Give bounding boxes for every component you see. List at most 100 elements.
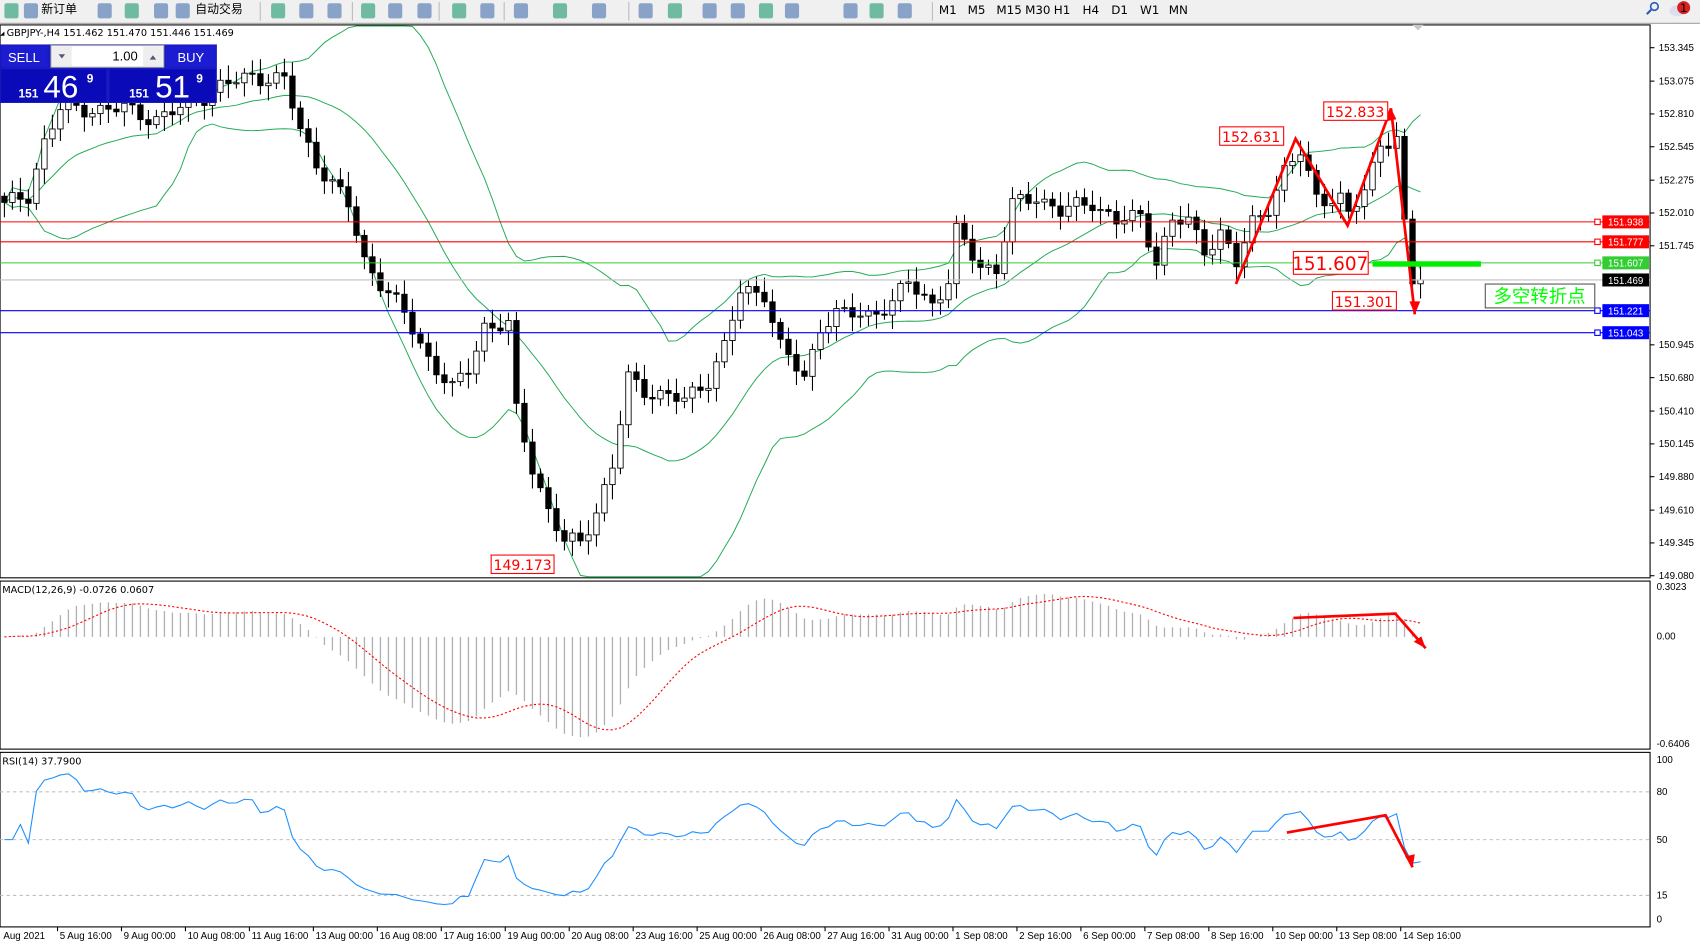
zigzag-arrow[interactable]: [1234, 107, 1417, 315]
arrows-icon[interactable]: [897, 3, 912, 19]
candle: [529, 428, 536, 489]
search-icon[interactable]: [1646, 1, 1660, 15]
candle: [329, 175, 336, 194]
label-151301[interactable]: 151.301: [1335, 295, 1393, 311]
time-axis-label: Aug 2021: [3, 931, 45, 941]
candle: [593, 503, 600, 547]
hline-handle[interactable]: [1594, 218, 1601, 226]
candle: [1169, 212, 1176, 247]
trendline-icon[interactable]: [730, 3, 745, 19]
support-zone-bar[interactable]: [1372, 261, 1481, 267]
candle: [617, 410, 624, 475]
time-axis-label: 1 Sep 08:00: [955, 931, 1008, 941]
label-152631[interactable]: 152.631: [1222, 130, 1280, 146]
candle: [1041, 189, 1048, 210]
periods-icon[interactable]: [513, 3, 529, 19]
price-tag-bg: [1602, 304, 1649, 318]
lot-size-value[interactable]: 1.00: [112, 49, 137, 64]
macd-arrow[interactable]: [1293, 612, 1427, 650]
label-151607[interactable]: 151.607: [1292, 254, 1368, 275]
crosshair-icon[interactable]: [638, 3, 653, 19]
hline-handle[interactable]: [1594, 307, 1601, 314]
sell-button[interactable]: [1, 45, 48, 68]
time-axis-label: 20 Aug 08:00: [571, 931, 629, 941]
macd-axis-tick: 0.00: [1657, 632, 1677, 643]
candle: [737, 279, 744, 329]
timeframe-M15[interactable]: M15: [996, 3, 1021, 17]
indicators-icon[interactable]: [480, 3, 495, 19]
timeframe-H4[interactable]: H4: [1083, 3, 1100, 17]
timeframe-M5[interactable]: M5: [968, 3, 986, 17]
time-axis-label: 5 Aug 16:00: [60, 931, 113, 941]
main-chart-pane[interactable]: [0, 24, 1651, 579]
zoom-in-icon[interactable]: [327, 3, 342, 19]
candle: [33, 162, 40, 210]
turning-point-note[interactable]: 多空转折点: [1493, 286, 1585, 307]
chart-shift-marker[interactable]: [1412, 24, 1424, 31]
vertical-line-icon[interactable]: [667, 3, 682, 19]
rsi-axis-tick: 80: [1657, 787, 1668, 798]
new-order-label[interactable]: 新订单: [41, 2, 77, 16]
lot-size-input[interactable]: [50, 44, 165, 68]
candle: [25, 189, 32, 217]
price-axis-tick: 150.945: [1659, 340, 1695, 351]
timeframe-MN[interactable]: MN: [1169, 3, 1188, 17]
text-icon[interactable]: [843, 3, 858, 19]
hline-handle[interactable]: [1594, 238, 1601, 246]
auto-trading-label[interactable]: 自动交易: [195, 2, 243, 16]
auto-trading-icon[interactable]: [154, 3, 169, 19]
buy-button[interactable]: [165, 45, 216, 68]
timeframe-W1[interactable]: W1: [1140, 3, 1159, 17]
candle: [681, 386, 688, 409]
zoom-out-icon[interactable]: [361, 3, 376, 19]
timeframe-H1[interactable]: H1: [1054, 3, 1071, 17]
price-axis-tick: 153.075: [1659, 76, 1695, 87]
bid-price-button[interactable]: [1, 69, 107, 102]
time-axis-label: 10 Sep 00:00: [1275, 931, 1334, 941]
cursor-icon[interactable]: [591, 3, 607, 19]
price-tag-bg: [1602, 326, 1649, 340]
buy-label[interactable]: BUY: [177, 50, 204, 65]
rsi-axis-tick: 100: [1657, 755, 1674, 766]
rsi-axis-tick: 15: [1657, 891, 1668, 902]
ask-main: 51: [155, 70, 190, 105]
label-149173[interactable]: 149.173: [493, 558, 551, 574]
candle: [217, 69, 224, 102]
market-watch-icon[interactable]: [97, 3, 112, 19]
timeframe-D1[interactable]: D1: [1111, 3, 1128, 17]
sell-label[interactable]: SELL: [8, 50, 40, 65]
fibonacci-icon[interactable]: [784, 3, 800, 19]
line-chart-icon[interactable]: [299, 3, 314, 19]
channel-icon[interactable]: [758, 3, 774, 19]
chat-icon[interactable]: 1: [1669, 1, 1691, 17]
label-152833[interactable]: 152.833: [1326, 105, 1384, 121]
bar-chart-icon[interactable]: [175, 3, 190, 19]
timeframe-M1[interactable]: M1: [939, 3, 957, 17]
chart-shift-icon[interactable]: [452, 3, 467, 19]
candle: [1089, 190, 1096, 223]
candle: [537, 468, 544, 493]
macd-pane[interactable]: [0, 580, 1651, 750]
time-axis-label: 27 Aug 16:00: [827, 931, 885, 941]
candle: [409, 298, 416, 348]
hline-handle[interactable]: [1594, 329, 1601, 336]
text-label-icon[interactable]: [869, 3, 884, 19]
templates-icon[interactable]: [552, 3, 568, 19]
candlestick-icon[interactable]: [271, 3, 286, 19]
candle: [649, 384, 656, 414]
hline-handle[interactable]: [1594, 259, 1601, 267]
ask-price-button[interactable]: [109, 69, 216, 102]
rsi-arrow[interactable]: [1286, 813, 1414, 868]
bid-sup: 9: [87, 71, 94, 85]
candle: [121, 98, 128, 127]
horizontal-line-icon[interactable]: [702, 3, 717, 19]
signal-icon[interactable]: [124, 3, 139, 19]
history-icon[interactable]: [23, 3, 39, 19]
candle: [1097, 196, 1104, 225]
auto-scroll-icon[interactable]: [417, 3, 432, 19]
new-order-icon[interactable]: [4, 3, 19, 19]
candle: [305, 118, 312, 158]
tile-windows-icon[interactable]: [388, 3, 403, 19]
price-axis-tick: 152.545: [1659, 142, 1695, 153]
timeframe-M30[interactable]: M30: [1025, 3, 1050, 17]
